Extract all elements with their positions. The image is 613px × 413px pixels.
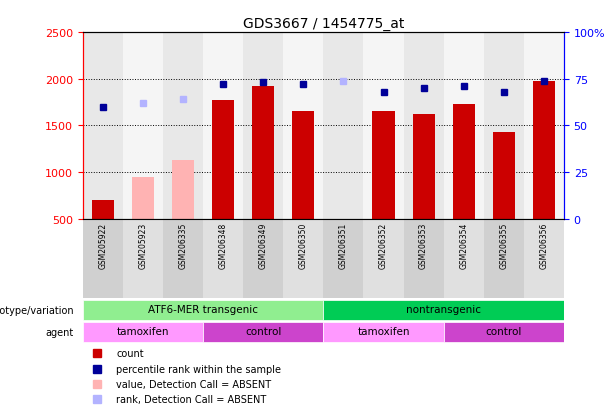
Text: GSM206349: GSM206349	[259, 222, 268, 268]
Text: GSM206352: GSM206352	[379, 222, 388, 268]
Bar	[444, 219, 484, 299]
Bar	[324, 322, 444, 342]
Bar	[163, 219, 203, 299]
Bar	[324, 219, 364, 299]
Text: GSM206335: GSM206335	[178, 222, 188, 268]
Bar	[123, 33, 163, 219]
Bar	[452, 105, 474, 219]
Bar	[524, 219, 564, 299]
Bar	[364, 219, 403, 299]
Text: GSM205922: GSM205922	[98, 222, 107, 268]
Text: value, Detection Call = ABSENT: value, Detection Call = ABSENT	[116, 380, 272, 389]
Bar	[484, 219, 524, 299]
Bar	[243, 33, 283, 219]
Bar	[292, 112, 314, 219]
Bar	[83, 33, 123, 219]
Text: control: control	[245, 327, 281, 337]
Text: count: count	[116, 349, 144, 358]
Bar	[484, 33, 524, 219]
Bar	[92, 200, 114, 219]
Text: GSM206350: GSM206350	[299, 222, 308, 268]
Bar	[243, 219, 283, 299]
Text: GSM205923: GSM205923	[139, 222, 147, 268]
Bar	[83, 322, 203, 342]
Bar	[324, 300, 564, 320]
Bar	[203, 322, 324, 342]
Text: GSM206353: GSM206353	[419, 222, 428, 268]
Text: control: control	[485, 327, 522, 337]
Bar	[172, 161, 194, 219]
Bar	[163, 33, 203, 219]
Text: rank, Detection Call = ABSENT: rank, Detection Call = ABSENT	[116, 394, 267, 404]
Text: percentile rank within the sample: percentile rank within the sample	[116, 364, 281, 374]
Bar	[444, 33, 484, 219]
Bar	[403, 33, 444, 219]
Bar	[493, 133, 515, 219]
Bar	[373, 112, 395, 219]
Bar	[132, 177, 154, 219]
Text: GSM206355: GSM206355	[500, 222, 508, 268]
Title: GDS3667 / 1454775_at: GDS3667 / 1454775_at	[243, 17, 404, 31]
Bar	[283, 219, 324, 299]
Text: tamoxifen: tamoxifen	[357, 327, 409, 337]
Bar	[283, 33, 324, 219]
Bar	[123, 219, 163, 299]
Text: genotype/variation: genotype/variation	[0, 305, 74, 315]
Bar	[413, 114, 435, 219]
Bar	[203, 219, 243, 299]
Text: GSM206348: GSM206348	[219, 222, 227, 268]
Text: GSM206351: GSM206351	[339, 222, 348, 268]
Bar	[524, 33, 564, 219]
Bar	[444, 322, 564, 342]
Bar	[324, 33, 364, 219]
Text: nontransgenic: nontransgenic	[406, 304, 481, 314]
Bar	[83, 300, 324, 320]
Bar	[212, 100, 234, 219]
Bar	[83, 219, 123, 299]
Text: agent: agent	[46, 327, 74, 337]
Bar	[203, 33, 243, 219]
Text: GSM206356: GSM206356	[539, 222, 549, 268]
Bar	[364, 33, 403, 219]
Text: GSM206354: GSM206354	[459, 222, 468, 268]
Bar	[403, 219, 444, 299]
Text: ATF6-MER transgenic: ATF6-MER transgenic	[148, 304, 258, 314]
Bar	[533, 82, 555, 219]
Text: tamoxifen: tamoxifen	[116, 327, 169, 337]
Bar	[252, 86, 274, 219]
